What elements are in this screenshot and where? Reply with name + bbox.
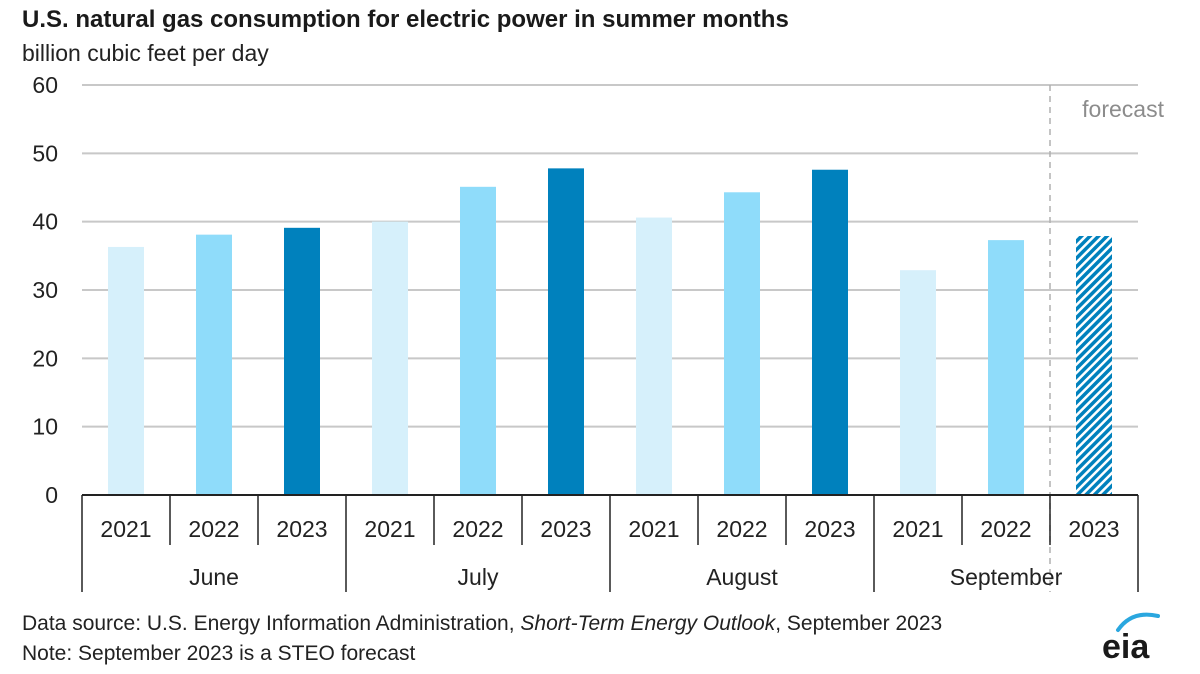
- x-tick-label-year: 2022: [980, 516, 1031, 542]
- y-tick-label: 10: [32, 414, 58, 440]
- bar: [900, 270, 936, 495]
- chart-title: U.S. natural gas consumption for electri…: [22, 6, 789, 33]
- bar: [284, 227, 320, 496]
- data-source-prefix: Data source: U.S. Energy Information Adm…: [22, 612, 515, 635]
- x-tick-label-year: 2021: [100, 516, 151, 542]
- bar: [196, 234, 232, 495]
- x-tick-label-year: 2023: [804, 516, 855, 542]
- y-tick-label: 60: [32, 72, 58, 98]
- x-tick-label-year: 2023: [1068, 516, 1119, 542]
- chart-subtitle: billion cubic feet per day: [22, 40, 269, 66]
- x-group-label: August: [706, 564, 778, 590]
- x-tick-label-year: 2023: [540, 516, 591, 542]
- y-tick-label: 0: [45, 482, 58, 508]
- bar: [460, 186, 496, 496]
- x-tick-label-year: 2023: [276, 516, 327, 542]
- forecast-note: Note: September 2023 is a STEO forecast: [22, 642, 416, 665]
- bar: [724, 192, 760, 496]
- x-tick-label-year: 2022: [716, 516, 767, 542]
- x-tick-label-year: 2022: [452, 516, 503, 542]
- bar: [636, 217, 672, 496]
- x-group-label: September: [950, 564, 1063, 590]
- bar: [108, 246, 144, 495]
- eia-logo-icon: eia: [1102, 612, 1160, 664]
- forecast-label: forecast: [1082, 96, 1164, 122]
- bar: [372, 221, 408, 495]
- x-tick-label-year: 2022: [188, 516, 239, 542]
- bar: [548, 168, 584, 495]
- data-source-suffix: , September 2023: [775, 612, 943, 635]
- y-tick-label: 20: [32, 345, 58, 371]
- bar: [988, 240, 1024, 495]
- x-tick-label-year: 2021: [364, 516, 415, 542]
- y-tick-label: 30: [32, 277, 58, 303]
- x-group-label: July: [458, 564, 499, 590]
- y-tick-label: 40: [32, 209, 58, 235]
- bar: [812, 169, 848, 495]
- eia-logo-text: eia: [1102, 628, 1150, 664]
- x-tick-label-year: 2021: [628, 516, 679, 542]
- y-tick-label: 50: [32, 140, 58, 166]
- data-source-note: Data source: U.S. Energy Information Adm…: [22, 612, 942, 636]
- x-tick-label-year: 2021: [892, 516, 943, 542]
- forecast-bar: [1076, 236, 1112, 495]
- x-group-label: June: [189, 564, 239, 590]
- data-source-title: Short-Term Energy Outlook: [520, 612, 776, 635]
